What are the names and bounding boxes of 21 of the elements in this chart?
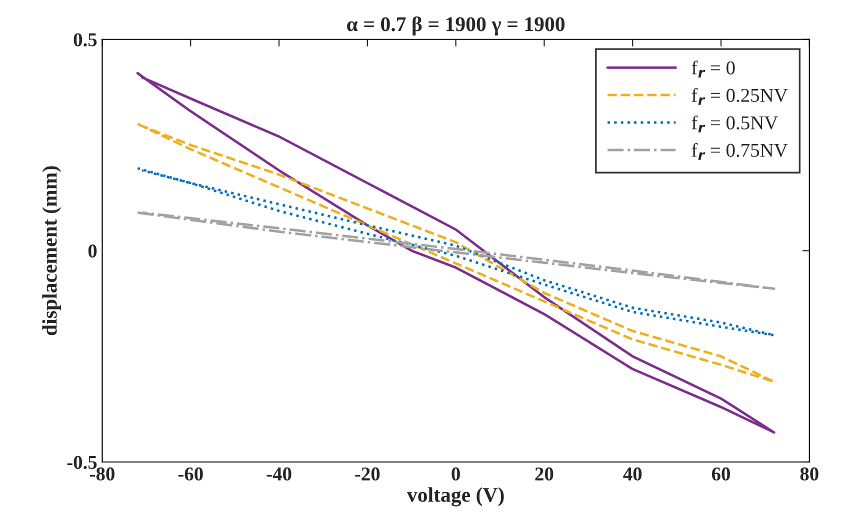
- y-tick-label: 0: [88, 244, 97, 258]
- x-tick-label: -60: [178, 467, 203, 481]
- line-series: [136, 211, 776, 290]
- legend-label: f$_{r}$ = 0.5NV: [692, 116, 778, 132]
- y-tick-label: 0.5: [74, 33, 97, 46]
- x-tick-label: 40: [623, 467, 642, 481]
- x-tick-label: -20: [355, 467, 380, 481]
- x-tick-label: 60: [712, 467, 730, 481]
- x-tick-label: -80: [90, 467, 114, 481]
- x-tick-label: -40: [266, 467, 292, 481]
- legend-label: f$_{r}$ = 0.25NV: [692, 88, 788, 105]
- x-tick-label: 20: [535, 467, 554, 481]
- x-tick-label: 80: [800, 467, 818, 481]
- x-tick-label: 0: [452, 467, 460, 481]
- y-axis-title: displacement (mm): [42, 166, 62, 336]
- chart-title: α = 0.7 β = 1900 γ = 1900: [347, 16, 565, 36]
- line-series: [136, 167, 776, 336]
- legend-label: f$_{r}$ = 0: [692, 60, 735, 78]
- legend-label: f$_{r}$ = 0.75NV: [692, 142, 788, 160]
- x-axis-title: voltage (V): [406, 487, 504, 506]
- y-tick-label: -0.5: [67, 456, 97, 470]
